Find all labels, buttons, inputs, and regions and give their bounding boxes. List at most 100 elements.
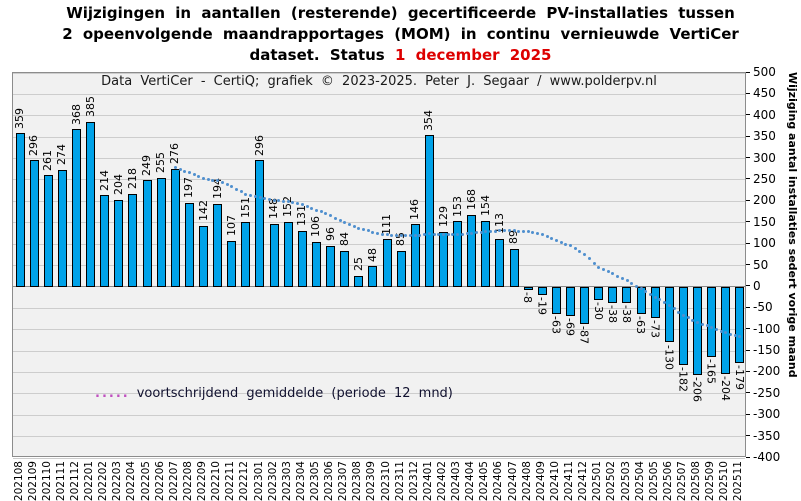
moving-average-dot [230, 185, 234, 189]
x-tick-label-202201: 202201 [83, 461, 96, 501]
moving-average-dot [517, 229, 521, 233]
x-tick-label-202202: 202202 [97, 461, 110, 501]
x-tick-label-202307: 202307 [337, 461, 350, 501]
moving-average-dot [658, 298, 662, 302]
x-tick-label-202205: 202205 [139, 461, 152, 501]
moving-average-dot [620, 276, 624, 280]
moving-average-dot [503, 229, 507, 233]
moving-average-dot [456, 233, 460, 237]
x-tick-label-202505: 202505 [647, 461, 660, 501]
x-tick-label-202208: 202208 [181, 461, 194, 501]
gridline-150 [13, 222, 745, 224]
moving-average-dot [733, 333, 737, 337]
bar-202205 [142, 180, 152, 287]
moving-average-dot [592, 261, 596, 265]
moving-average-dot [192, 173, 196, 177]
moving-average-dot [305, 205, 309, 209]
moving-average-dot [559, 240, 563, 244]
bar-value-label: 296 [27, 134, 41, 156]
moving-average-dot [606, 270, 610, 274]
gridline-300 [13, 158, 745, 160]
bar-value-label: 168 [464, 189, 478, 211]
moving-average-dot [399, 234, 403, 238]
bar-value-label: 214 [97, 169, 111, 191]
moving-average-dot [418, 233, 422, 237]
bar-202307 [340, 250, 350, 287]
moving-average-dot [611, 272, 615, 276]
x-tick-label-202304: 202304 [294, 461, 307, 501]
bar-value-label: 107 [224, 215, 238, 237]
bar-value-label: 106 [309, 215, 323, 237]
moving-average-dot [526, 230, 530, 234]
bar-value-label: 131 [295, 205, 309, 227]
bar-value-label: -130 [662, 344, 676, 370]
x-tick-label-202204: 202204 [125, 461, 138, 501]
y-tick-400 [746, 114, 750, 116]
bar-value-label: 142 [196, 200, 210, 222]
y-tick--100 [746, 328, 750, 330]
bar-value-label: 154 [478, 195, 492, 217]
moving-average-dot [587, 257, 591, 261]
bar-202402 [438, 231, 448, 287]
bar-202409 [537, 286, 547, 295]
moving-average-dot [272, 198, 276, 202]
x-tick-label-202207: 202207 [167, 461, 180, 501]
bar-202408 [523, 286, 533, 291]
x-tick-label-202312: 202312 [407, 461, 420, 501]
y-tick-100 [746, 242, 750, 244]
chart-title-line3: dataset. Status 1 december 2025 [0, 45, 801, 66]
x-tick-label-202411: 202411 [563, 461, 576, 501]
moving-average-dot [714, 327, 718, 331]
y-tick--150 [746, 349, 750, 351]
moving-average-dot [338, 218, 342, 222]
bar-202501 [594, 286, 604, 300]
y-tick-50 [746, 264, 750, 265]
x-tick-label-202305: 202305 [308, 461, 321, 501]
bar-value-label: -182 [676, 366, 690, 392]
moving-average-dot [202, 176, 206, 180]
gridline-0 [13, 286, 745, 288]
moving-average-dot [404, 234, 408, 238]
x-tick-label-202211: 202211 [224, 461, 237, 501]
moving-average-dot [672, 307, 676, 311]
moving-average-dot [277, 199, 281, 203]
y-axis-title: Wijziging aantal installaties sedert vor… [786, 72, 799, 378]
bar-value-label: 261 [41, 149, 55, 171]
moving-average-dot [531, 231, 535, 235]
moving-average-dot [296, 202, 300, 206]
moving-average-dot [380, 232, 384, 236]
moving-average-dot [220, 181, 224, 185]
moving-average-dot [667, 304, 671, 308]
bar-value-label: -204 [718, 376, 732, 402]
bar-value-label: 146 [408, 198, 422, 220]
bar-202112 [71, 129, 81, 287]
x-tick-label-202407: 202407 [506, 461, 519, 501]
chart-title-status-prefix: dataset. Status [249, 46, 395, 64]
moving-average-dot [376, 231, 380, 235]
bar-202211 [227, 241, 237, 287]
bar-202108 [15, 133, 25, 287]
moving-average-dot [197, 175, 201, 179]
moving-average-dot [644, 290, 648, 294]
y-tick-label--250: -250 [753, 385, 781, 400]
bar-202404 [467, 215, 477, 287]
bar-202204 [128, 193, 138, 287]
gridline-100 [13, 243, 745, 245]
moving-average-dot [653, 295, 657, 299]
bar-202509 [707, 286, 717, 358]
moving-average-dot [470, 231, 474, 235]
bar-202401 [424, 135, 434, 287]
moving-average-dot [225, 183, 229, 187]
bar-value-label: 25 [351, 257, 365, 272]
moving-average-dot [442, 233, 446, 237]
bar-202210 [213, 203, 223, 287]
y-tick-label-150: 150 [753, 214, 776, 229]
moving-average-dot [649, 292, 653, 296]
y-tick-500 [746, 71, 750, 73]
y-tick-label-500: 500 [753, 65, 776, 79]
x-tick-label-202303: 202303 [280, 461, 293, 501]
bar-202405 [481, 221, 491, 287]
moving-average-dot [583, 252, 587, 256]
bar-value-label: 359 [13, 107, 27, 129]
bar-202303 [283, 221, 293, 287]
